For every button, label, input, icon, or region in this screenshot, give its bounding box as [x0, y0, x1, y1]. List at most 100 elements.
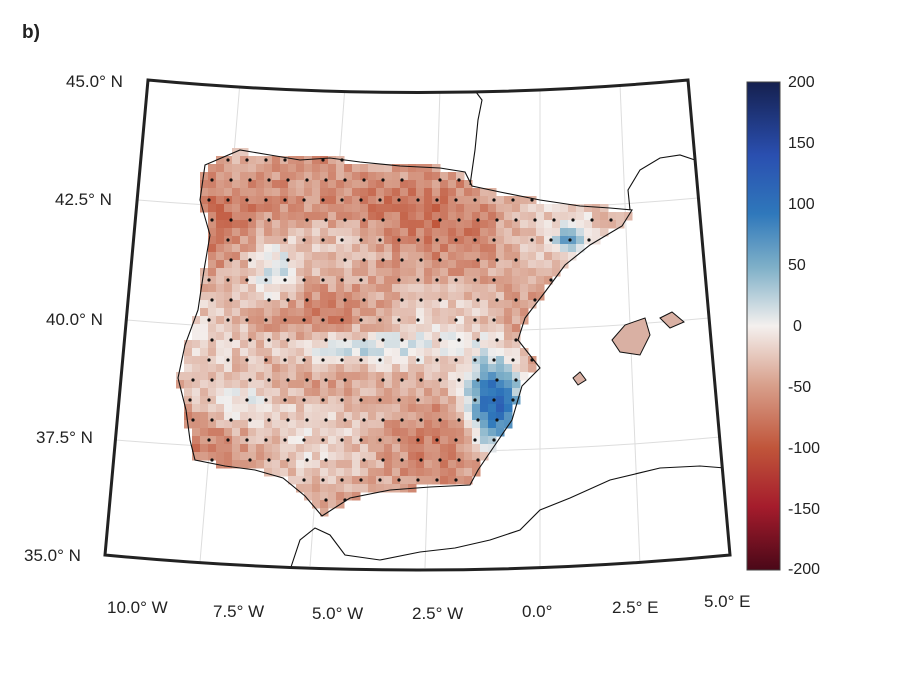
- grid-cell: [224, 204, 233, 213]
- grid-cell: [320, 380, 329, 389]
- significance-dot: [286, 338, 290, 342]
- grid-cell: [296, 468, 305, 477]
- grid-cell: [280, 388, 289, 397]
- grid-cell: [312, 420, 321, 429]
- grid-cell: [416, 292, 425, 301]
- grid-cell: [256, 356, 265, 365]
- grid-cell: [488, 188, 497, 197]
- significance-dot: [191, 378, 195, 382]
- grid-cell: [264, 164, 273, 173]
- grid-cell: [384, 484, 393, 493]
- grid-cell: [376, 252, 385, 261]
- significance-dot: [321, 398, 325, 402]
- grid-cell: [392, 268, 401, 277]
- significance-dot: [514, 338, 518, 342]
- grid-cell: [376, 348, 385, 357]
- grid-cell: [288, 332, 297, 341]
- grid-cell: [344, 460, 353, 469]
- grid-cell: [240, 164, 249, 173]
- grid-cell: [360, 444, 369, 453]
- grid-cell: [344, 340, 353, 349]
- significance-dot: [400, 258, 404, 262]
- grid-cell: [216, 276, 225, 285]
- grid-cell: [488, 196, 497, 205]
- significance-dot: [245, 358, 249, 362]
- grid-cell: [424, 348, 433, 357]
- significance-dot: [397, 238, 401, 242]
- grid-cell: [432, 228, 441, 237]
- grid-cell: [264, 212, 273, 221]
- grid-cell: [344, 428, 353, 437]
- grid-cell: [208, 324, 217, 333]
- grid-cell: [432, 244, 441, 253]
- grid-cell: [424, 356, 433, 365]
- grid-cell: [512, 276, 521, 285]
- grid-cell: [416, 476, 425, 485]
- grid-cell: [456, 348, 465, 357]
- grid-cell: [208, 260, 217, 269]
- significance-dot: [226, 158, 230, 162]
- grid-cell: [296, 324, 305, 333]
- grid-cell: [344, 164, 353, 173]
- grid-cell: [312, 204, 321, 213]
- grid-cell: [416, 220, 425, 229]
- grid-cell: [528, 220, 537, 229]
- grid-cell: [304, 468, 313, 477]
- grid-cell: [392, 164, 401, 173]
- grid-cell: [248, 196, 257, 205]
- grid-cell: [344, 292, 353, 301]
- grid-cell: [352, 268, 361, 277]
- grid-cell: [336, 292, 345, 301]
- grid-cell: [232, 260, 241, 269]
- balearic-islands: [572, 311, 685, 386]
- grid-cell: [504, 404, 513, 413]
- grid-cell: [288, 156, 297, 165]
- grid-cell: [408, 244, 417, 253]
- grid-cell: [448, 292, 457, 301]
- grid-cell: [432, 260, 441, 269]
- grid-cell: [200, 204, 209, 213]
- grid-cell: [272, 332, 281, 341]
- grid-cell: [536, 284, 545, 293]
- grid-cell: [328, 172, 337, 181]
- significance-dot: [438, 378, 442, 382]
- significance-dot: [419, 458, 423, 462]
- grid-cell: [424, 236, 433, 245]
- grid-cell: [352, 380, 361, 389]
- grid-cell: [392, 380, 401, 389]
- grid-cell: [456, 436, 465, 445]
- grid-cell: [248, 308, 257, 317]
- grid-cell: [336, 340, 345, 349]
- grid-cell: [456, 404, 465, 413]
- grid-cell: [488, 340, 497, 349]
- grid-cell: [392, 180, 401, 189]
- grid-cell: [264, 396, 273, 405]
- grid-cell: [296, 180, 305, 189]
- grid-cell: [296, 412, 305, 421]
- grid-cell: [264, 428, 273, 437]
- grid-cell: [504, 308, 513, 317]
- grid-cell: [368, 196, 377, 205]
- grid-cell: [368, 276, 377, 285]
- significance-dot: [248, 418, 252, 422]
- grid-cell: [216, 404, 225, 413]
- grid-cell: [440, 228, 449, 237]
- grid-cell: [264, 308, 273, 317]
- grid-cell: [392, 188, 401, 197]
- grid-cell: [536, 228, 545, 237]
- grid-cell: [344, 372, 353, 381]
- significance-dot: [492, 398, 496, 402]
- grid-cell: [304, 180, 313, 189]
- grid-cell: [264, 316, 273, 325]
- grid-cell: [232, 292, 241, 301]
- grid-cell: [336, 412, 345, 421]
- significance-dot: [229, 178, 233, 182]
- grid-cell: [352, 260, 361, 269]
- grid-cell: [296, 380, 305, 389]
- grid-cell: [304, 404, 313, 413]
- grid-cell: [296, 340, 305, 349]
- grid-cell: [432, 388, 441, 397]
- grid-cell: [248, 244, 257, 253]
- significance-dot: [454, 278, 458, 282]
- grid-cell: [520, 364, 529, 373]
